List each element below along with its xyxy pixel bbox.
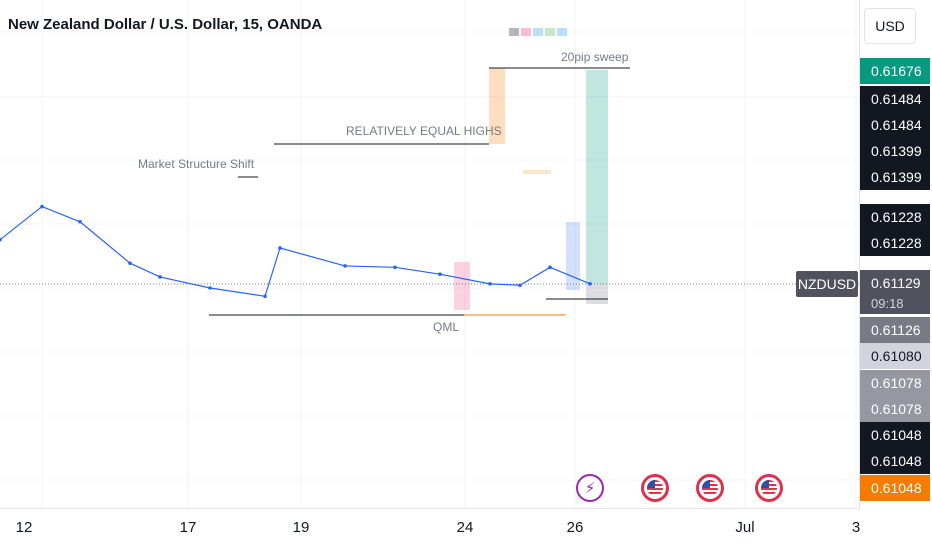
price-tag: 0.61228 xyxy=(860,230,930,256)
annotation-zones xyxy=(0,28,859,316)
price-tag: 0.61399 xyxy=(860,164,930,190)
price-tag: 0.61126 xyxy=(860,317,930,343)
chart-title: New Zealand Dollar / U.S. Dollar, 15, OA… xyxy=(8,16,323,33)
series-segment xyxy=(0,206,43,241)
price-series xyxy=(0,204,592,299)
series-segment xyxy=(79,221,131,264)
price-tag: 0.61228 xyxy=(860,204,930,230)
price-tag: 0.61484 xyxy=(860,86,930,112)
price-chart[interactable] xyxy=(0,0,859,508)
series-segment xyxy=(344,265,396,268)
us-flag-icon[interactable] xyxy=(641,474,669,502)
series-segment xyxy=(279,247,346,267)
series-segment xyxy=(209,287,266,297)
series-segment xyxy=(264,247,281,297)
chart-grid xyxy=(0,0,859,508)
annotation-sweep: 20pip sweep xyxy=(561,50,629,64)
series-segment xyxy=(41,206,81,223)
series-segment xyxy=(549,266,591,285)
symbol-tag: NZDUSD xyxy=(796,271,858,297)
time-axis-label: 19 xyxy=(292,519,310,536)
series-point xyxy=(588,282,592,286)
price-tag: 0.61078 xyxy=(860,370,930,396)
series-segment xyxy=(519,266,551,286)
toolbar-swatch xyxy=(509,28,519,36)
time-axis-label: 3 xyxy=(851,519,861,536)
annotation-qml: QML xyxy=(433,320,460,334)
time-axis-label: 12 xyxy=(15,519,33,536)
price-tag: 0.61080 xyxy=(860,343,930,369)
time-axis-divider xyxy=(0,508,859,509)
entry-zone xyxy=(566,222,580,290)
toolbar-swatch xyxy=(521,28,531,36)
annotation-mss: Market Structure Shift xyxy=(138,157,255,171)
series-segment xyxy=(489,283,521,286)
price-tag: 0.61399 xyxy=(860,138,930,164)
time-axis-label: 26 xyxy=(566,519,584,536)
series-segment xyxy=(129,262,161,278)
series-segment xyxy=(394,266,441,275)
qml-zone xyxy=(454,262,470,310)
time-axis-label: Jul xyxy=(735,519,755,536)
price-tag: 0.61078 xyxy=(860,396,930,422)
time-axis-label: 24 xyxy=(456,519,474,536)
price-tag: 0.61048 xyxy=(860,422,930,448)
series-segment xyxy=(159,276,211,289)
price-tag: 0.61484 xyxy=(860,112,930,138)
sweep-start-zone xyxy=(489,68,505,144)
small-zone xyxy=(523,170,551,174)
toolbar-swatch xyxy=(545,28,555,36)
us-flag-icon[interactable] xyxy=(696,474,724,502)
series-segment xyxy=(439,273,491,285)
price-tag: 0.61048 xyxy=(860,475,930,501)
toolbar-swatch xyxy=(557,28,567,36)
toolbar-swatch xyxy=(533,28,543,36)
countdown-label: 09:18 xyxy=(860,292,930,314)
us-flag-icon[interactable] xyxy=(755,474,783,502)
price-tag: 0.61129 xyxy=(860,270,930,296)
sweep-target-zone xyxy=(586,70,608,284)
annotation-equal-highs: RELATIVELY EQUAL HIGHS xyxy=(346,124,502,138)
stop-zone xyxy=(586,284,608,304)
price-tag: 0.61676 xyxy=(860,58,930,84)
currency-button[interactable]: USD xyxy=(864,8,916,44)
time-axis-label: 17 xyxy=(179,519,197,536)
price-tag: 0.61048 xyxy=(860,448,930,474)
price-axis-divider xyxy=(859,0,860,510)
bolt-icon[interactable]: ⚡ xyxy=(576,474,604,502)
